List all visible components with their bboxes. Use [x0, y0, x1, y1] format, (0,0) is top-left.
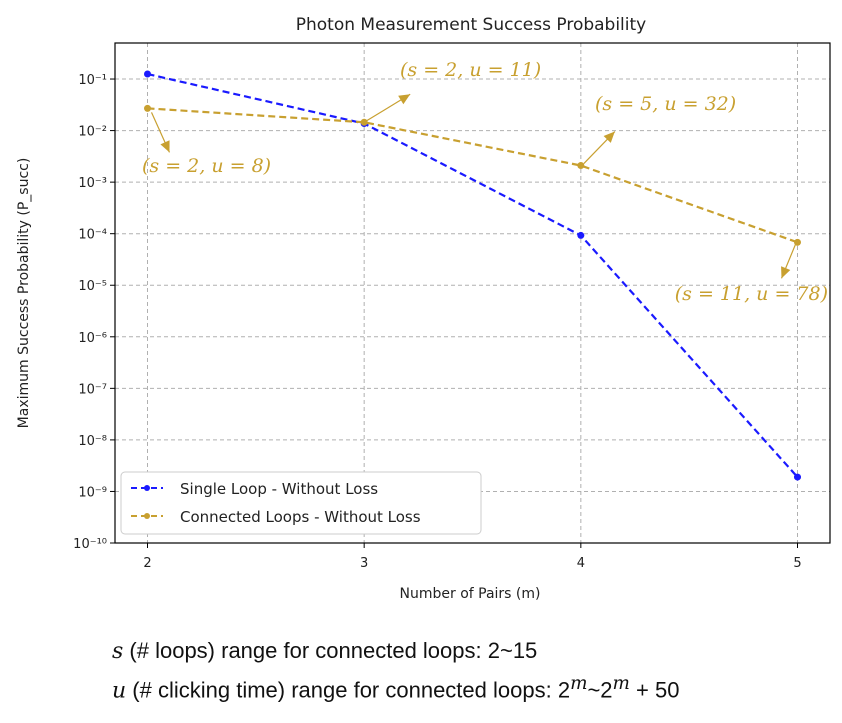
data-point	[577, 231, 585, 239]
footnote-u-mid: ~2	[587, 677, 613, 703]
y-tick-label: 10⁻⁴	[78, 228, 107, 243]
annotation-arrowhead	[781, 266, 791, 279]
annotation-label: (s = 2, u = 11)	[400, 59, 541, 81]
footnote-u-text: (# clicking time) range for connected lo…	[126, 677, 571, 703]
y-tick-label: 10⁻⁶	[78, 331, 107, 346]
series-group	[144, 70, 801, 481]
data-point	[794, 238, 801, 246]
x-axis: 2 3 4 5	[143, 543, 802, 571]
legend-box	[120, 471, 482, 535]
footnote-u-variable: u	[112, 678, 127, 704]
x-tick-label: 3	[360, 556, 368, 571]
annotation-arrowhead	[160, 140, 170, 153]
y-tick-label: 10⁻¹⁰	[73, 537, 107, 552]
legend-marker-connected-loops	[144, 513, 150, 519]
y-tick-label: 10⁻⁸	[78, 434, 107, 449]
series-line-0	[147, 72, 799, 478]
legend: Single Loop - Without Loss Connected Loo…	[120, 471, 482, 535]
y-tick-label: 10⁻¹	[78, 73, 107, 88]
plot-area-frame	[114, 42, 831, 544]
x-tick-label: 5	[793, 556, 801, 571]
annotation-arrowhead	[398, 94, 411, 105]
y-axis: 10⁻¹ 10⁻² 10⁻³ 10⁻⁴ 10⁻⁵ 10⁻⁶ 10⁻⁷ 10⁻⁸ 10⁻⁹ 10⁻¹…	[73, 73, 115, 552]
chart-title: Photon Measurement Success Probability	[296, 15, 646, 35]
data-point	[144, 104, 151, 112]
data-point	[577, 162, 585, 170]
annotations: (s = 2, u = 8) (s = 2, u = 11) (s = 5, u =…	[142, 59, 828, 305]
annotation-label: (s = 5, u = 32)	[595, 93, 736, 115]
y-tick-label: 10⁻⁹	[78, 485, 107, 500]
x-axis-label: Number of Pairs (m)	[400, 586, 541, 602]
x-tick-label: 4	[577, 556, 585, 571]
y-tick-label: 10⁻⁷	[78, 382, 107, 397]
legend-marker-single-loop	[144, 485, 150, 491]
x-tick-label: 2	[143, 556, 151, 571]
data-point	[794, 473, 801, 481]
legend-label-single-loop: Single Loop - Without Loss	[180, 480, 378, 498]
y-tick-label: 10⁻⁵	[78, 279, 107, 294]
footnote-s-variable: s	[112, 639, 124, 664]
y-tick-label: 10⁻³	[78, 176, 107, 191]
annotation-label: (s = 11, u = 78)	[675, 283, 828, 305]
footnote-u-exponent-1: m	[570, 673, 588, 694]
y-tick-label: 10⁻²	[78, 125, 107, 140]
data-point	[144, 70, 151, 78]
series-line-1	[147, 107, 798, 244]
annotation-arrowhead	[603, 131, 615, 143]
annotation-label: (s = 2, u = 8)	[142, 155, 271, 177]
footnote-u-exponent-2: m	[612, 673, 630, 694]
footnote-s-range: s (# loops) range for connected loops: 2…	[112, 638, 537, 664]
legend-label-connected-loops: Connected Loops - Without Loss	[180, 508, 421, 526]
footnote-s-text: (# loops) range for connected loops: 2~1…	[123, 638, 538, 663]
footnote-u-range: u (# clicking time) range for connected …	[112, 672, 679, 703]
footnote-u-end: + 50	[629, 677, 680, 703]
y-axis-label: Maximum Success Probability (P_succ)	[16, 158, 32, 429]
